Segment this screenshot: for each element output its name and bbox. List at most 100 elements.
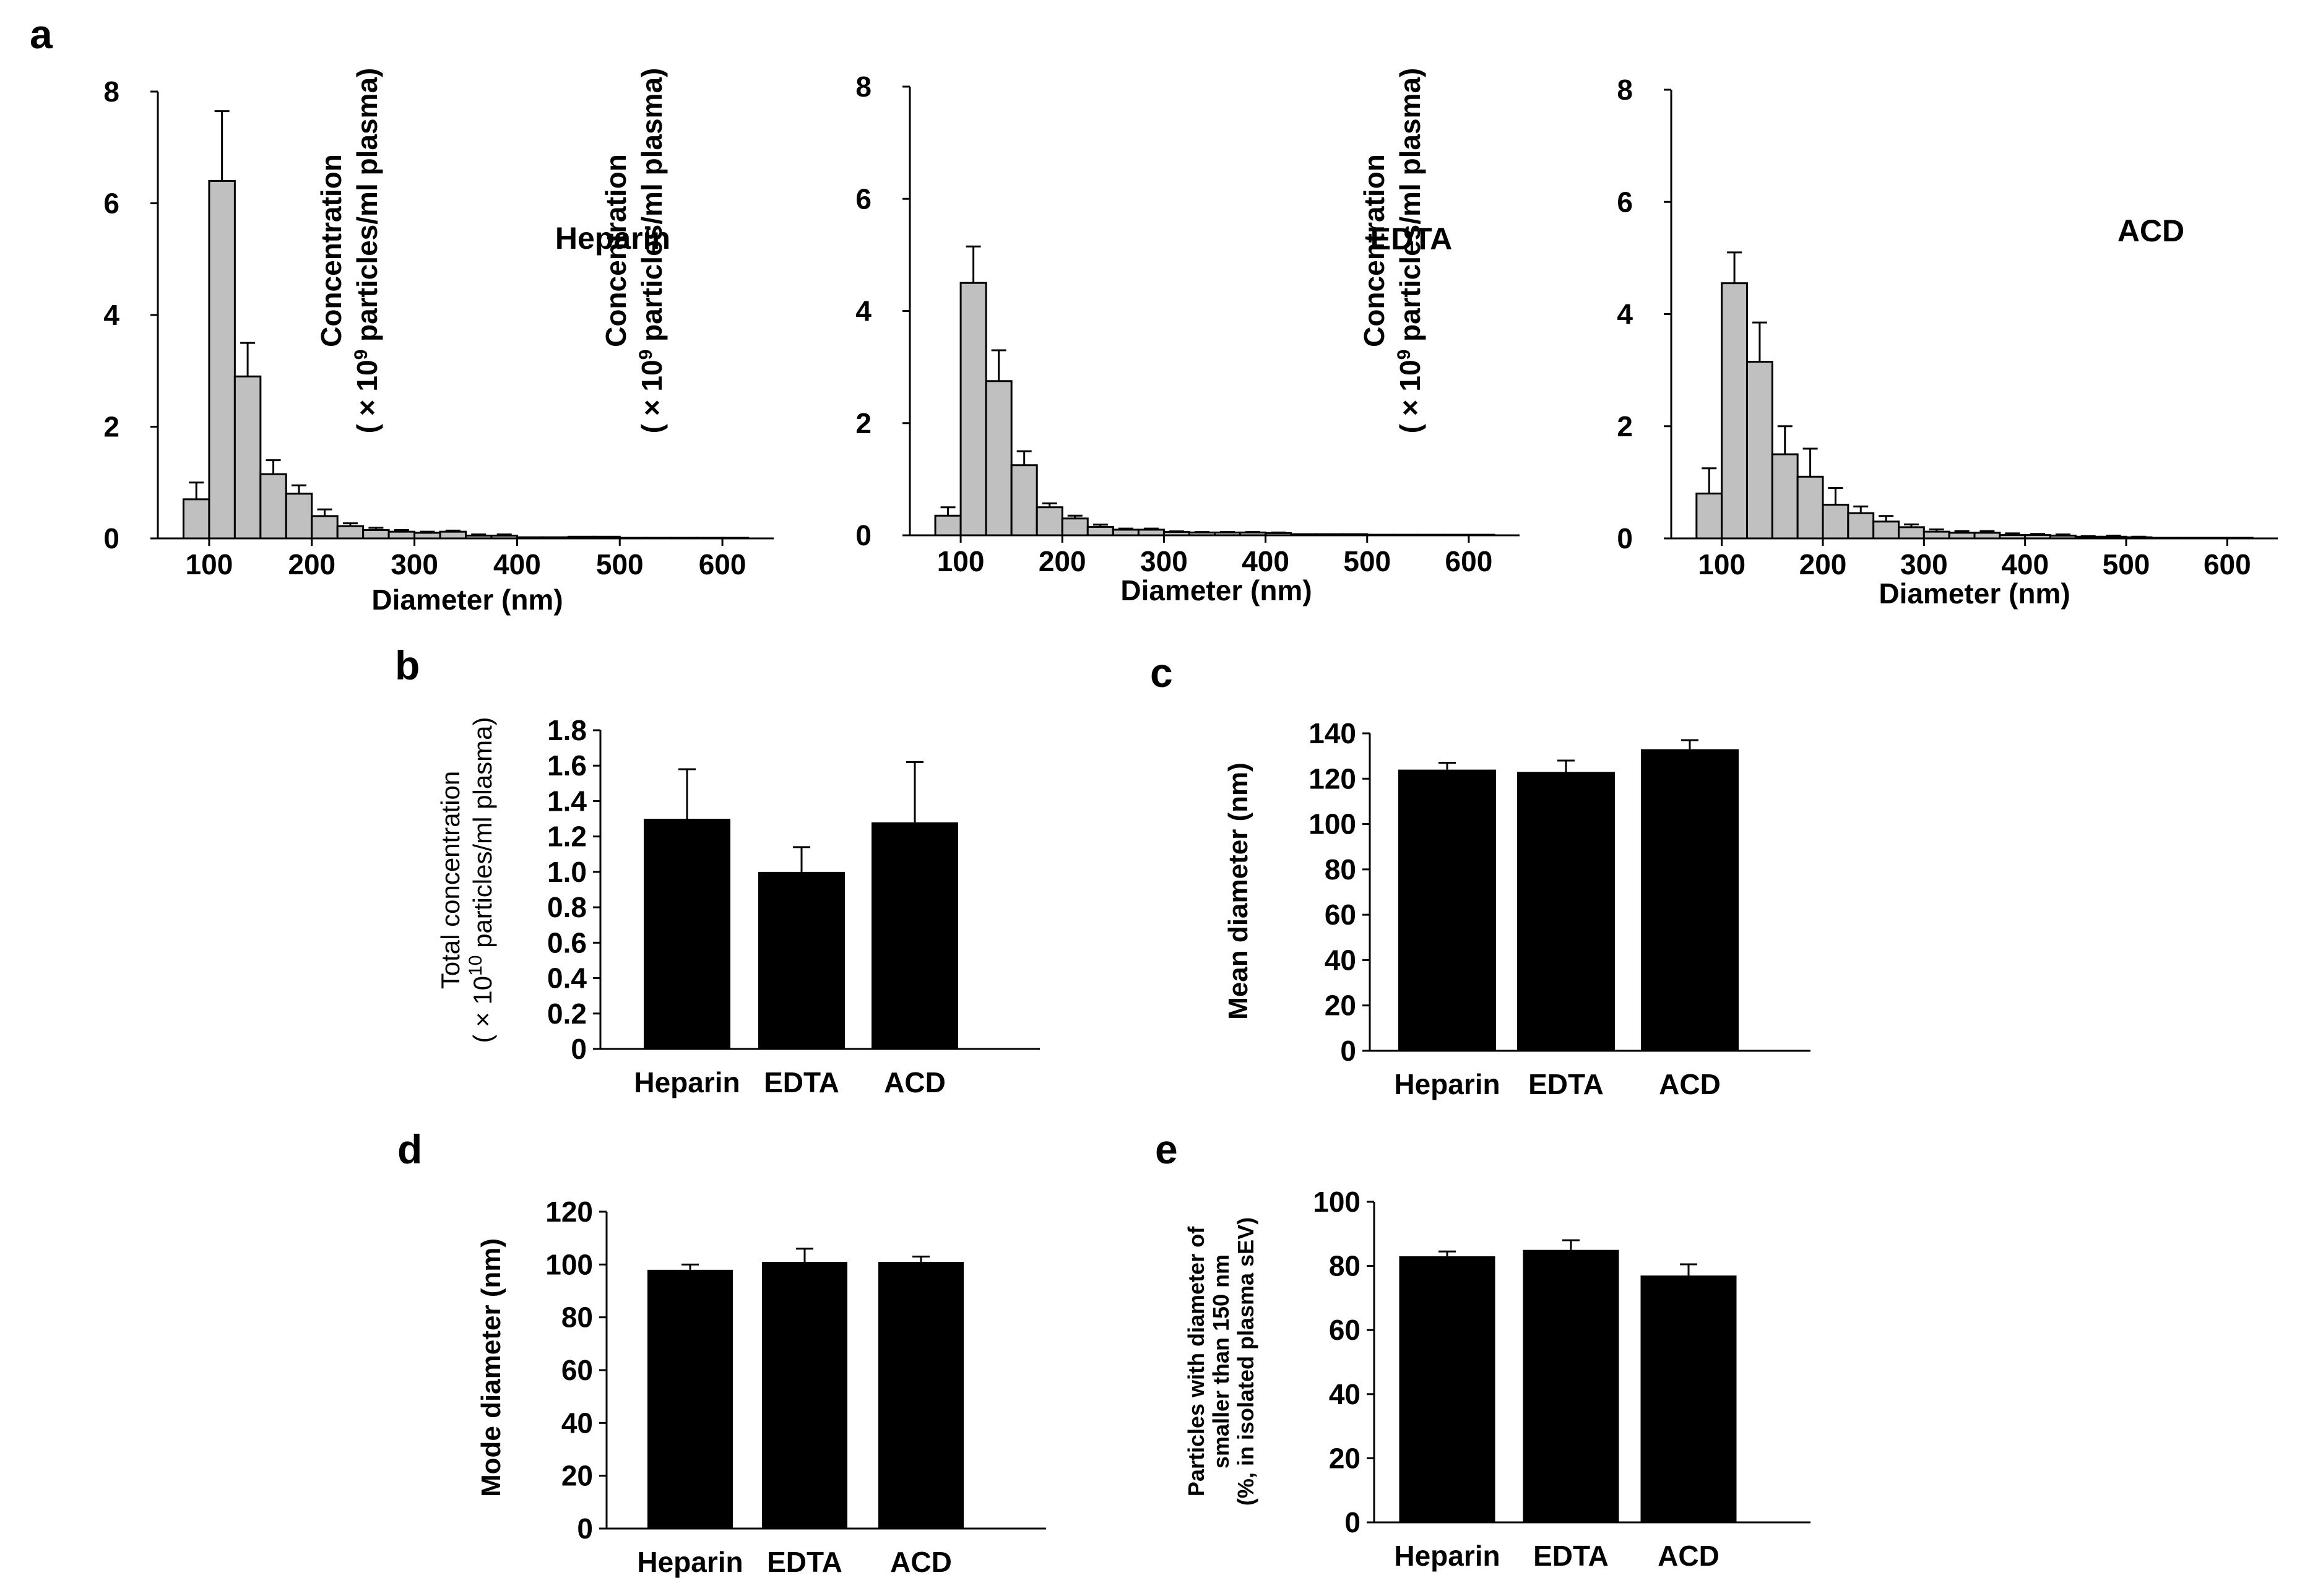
y-tick-label: 0.8: [547, 891, 587, 923]
y-axis-title: Mode diameter (nm): [476, 1238, 506, 1497]
bar-heparin: [647, 1269, 733, 1529]
y-axis-title: Concentration( × 109 particles/ml plasma…: [315, 68, 383, 434]
x-category-label: ACD: [890, 1546, 952, 1578]
histogram-bar: [1315, 533, 1343, 537]
histogram-bar: [567, 535, 595, 540]
y-tick-label: 60: [1329, 1314, 1360, 1346]
histogram-bar: [1847, 512, 1875, 540]
histogram-bar: [1036, 506, 1063, 537]
y-tick-label: 6: [1617, 186, 1633, 218]
heparin-histogram: 0 2 4 6 8 100 200 300 400 500 600 Diameter (nm) Hepa…: [103, 68, 774, 616]
y-tick-label: 4: [103, 299, 119, 331]
x-axis-title: Diameter (nm): [371, 584, 563, 616]
panel-letter-d: d: [397, 1126, 422, 1172]
y-tick-label: 100: [545, 1248, 593, 1280]
y-tick-label: 0: [103, 522, 119, 554]
y-tick-label: 140: [1309, 717, 1356, 749]
edta-histogram: 0 2 4 6 8 100 200 300 400 500 600 Diameter (nm) EDTA…: [600, 68, 1520, 606]
x-tick-label: 600: [1445, 545, 1493, 577]
x-axis-title: Diameter (nm): [1120, 574, 1312, 606]
y-tick-label: 4: [855, 295, 872, 327]
y-tick-label: 0.2: [547, 998, 587, 1030]
x-category-label: EDTA: [767, 1546, 842, 1578]
y-tick-label: 80: [561, 1301, 593, 1334]
y-tick-label: 100: [1313, 1186, 1360, 1218]
x-tick-label: 500: [1343, 545, 1391, 577]
total-concentration-chart: 00.2 0.40.60.81.01.2 1.41.61.8 Heparin EDTA A…: [436, 714, 1040, 1098]
x-tick-label: 500: [596, 548, 644, 580]
histogram-bar: [1695, 493, 1723, 540]
x-tick-label: 600: [699, 548, 746, 580]
histogram-bar: [182, 498, 210, 540]
histogram-bar: [934, 514, 962, 537]
histogram-bar: [259, 473, 287, 540]
histogram-bar: [208, 179, 236, 540]
y-tick-label: 20: [1325, 990, 1356, 1022]
histogram-bar: [2049, 534, 2077, 540]
bar-acd: [1641, 749, 1739, 1051]
histogram-bar: [1214, 531, 1242, 537]
histogram-bar: [1112, 528, 1140, 537]
histogram-bar: [233, 375, 262, 540]
y-tick-label: 8: [1617, 74, 1633, 106]
x-tick-label: 400: [1242, 545, 1289, 577]
panel-letter-c: c: [1150, 650, 1173, 696]
histogram-bar: [2024, 534, 2052, 540]
bar-heparin: [1398, 769, 1496, 1051]
y-axis-title: Total concentration( × 1010 particles/ml…: [436, 717, 497, 1043]
histogram-bar: [311, 515, 339, 540]
x-tick-label: 100: [937, 545, 985, 577]
y-tick-label: 2: [1617, 410, 1633, 442]
histogram-bar: [1796, 475, 1824, 540]
y-tick-label: 2: [103, 411, 119, 443]
x-tick-label: 100: [1698, 548, 1745, 580]
condition-label: ACD: [2117, 214, 2184, 248]
x-tick-label: 600: [2204, 548, 2251, 580]
bar-acd: [1640, 1275, 1737, 1522]
y-tick-label: 1.4: [547, 785, 587, 817]
y-axis-title: Particles with diameter ofsmaller than 1…: [1183, 1217, 1258, 1506]
y-tick-label: 1.6: [547, 749, 587, 782]
acd-histogram: 0 2 4 6 8 100 200 300 400 500 600 Diameter (nm) ACD C…: [1358, 68, 2278, 610]
histogram-bar: [1010, 464, 1038, 537]
y-tick-label: 1.0: [547, 856, 587, 888]
histogram-bar: [490, 534, 518, 540]
y-tick-label: 0.6: [547, 926, 587, 959]
bar-edta: [1517, 772, 1615, 1051]
histogram-bar: [2100, 535, 2127, 540]
x-tick-label: 500: [2103, 548, 2150, 580]
histogram-bar: [1290, 533, 1318, 537]
x-tick-label: 400: [493, 548, 541, 580]
histogram-bar: [1746, 361, 1773, 540]
histogram-bar: [516, 536, 544, 540]
y-tick-label: 80: [1329, 1250, 1360, 1282]
y-tick-label: 40: [1325, 944, 1356, 976]
y-tick-label: 40: [561, 1407, 593, 1439]
x-category-label: ACD: [884, 1066, 946, 1098]
condition-label: Heparin: [555, 221, 670, 256]
y-axis-title: Mean diameter (nm): [1223, 762, 1253, 1020]
histogram-bar: [1973, 532, 2001, 540]
panel-letter-a: a: [30, 11, 53, 57]
y-tick-label: 120: [545, 1196, 593, 1228]
histogram-bar: [1188, 531, 1216, 537]
y-tick-label: 40: [1329, 1378, 1360, 1410]
small-particle-percent-chart: 0 20 40 60 80 100 Heparin EDTA ACD Particles with…: [1183, 1186, 1810, 1572]
x-tick-label: 200: [1799, 548, 1847, 580]
y-tick-label: 1.2: [547, 821, 587, 853]
histogram-bar: [1822, 504, 1849, 540]
histogram-bar: [1341, 533, 1369, 537]
x-tick-label: 300: [1900, 548, 1948, 580]
y-tick-label: 0: [577, 1512, 593, 1545]
bar-heparin: [1399, 1256, 1495, 1522]
x-category-label: EDTA: [1533, 1540, 1609, 1572]
y-tick-label: 100: [1309, 808, 1356, 840]
panel-letter-e: e: [1155, 1126, 1178, 1172]
y-tick-label: 0: [1617, 522, 1633, 554]
histogram-bar: [985, 380, 1013, 537]
bar-acd: [872, 822, 958, 1049]
condition-label: EDTA: [1370, 222, 1452, 256]
histogram-bar: [439, 530, 467, 540]
y-tick-label: 0: [855, 519, 872, 551]
